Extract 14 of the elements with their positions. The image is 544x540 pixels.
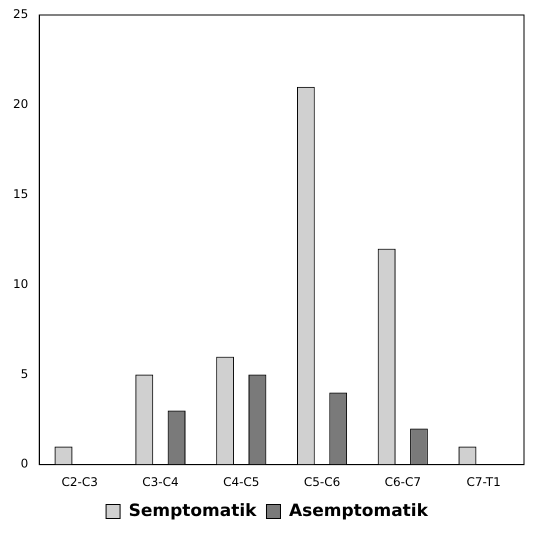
x-tick-label: C2-C3 (61, 474, 98, 489)
legend-label: Semptomatik (128, 500, 258, 521)
x-tick-label: C5-C6 (304, 474, 340, 489)
x-tick-label: C3-C4 (142, 474, 179, 489)
x-tick-label: C7-T1 (466, 474, 501, 489)
x-tick-label: C4-C5 (223, 474, 260, 489)
legend-label: Asemptomatik (288, 500, 429, 521)
y-tick-label: 10 (12, 276, 28, 291)
y-tick-label: 15 (12, 186, 28, 201)
y-tick-label: 0 (20, 456, 28, 471)
x-tick-label: C6-C7 (384, 474, 421, 489)
y-tick-label: 20 (12, 97, 28, 112)
y-tick-label: 25 (12, 7, 28, 22)
y-tick-label: 5 (20, 366, 28, 381)
